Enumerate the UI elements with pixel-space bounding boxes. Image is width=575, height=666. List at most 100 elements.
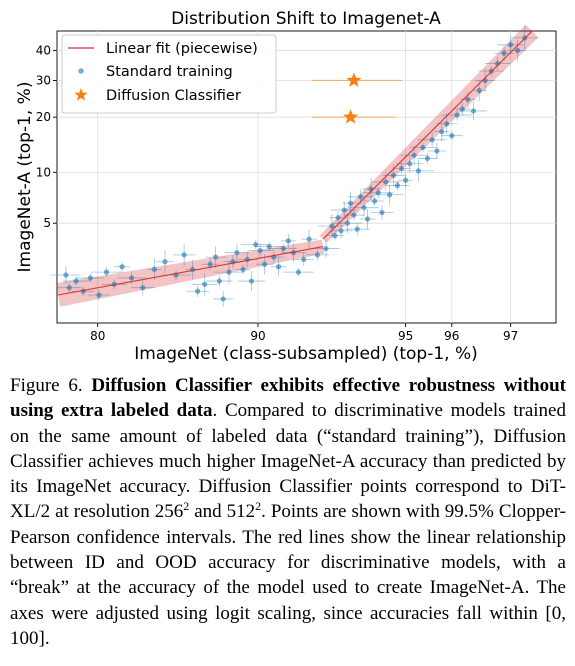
legend-standard-label: Standard training [106, 64, 233, 80]
y-tick-label: 20 [36, 110, 51, 124]
point-marker [482, 77, 488, 84]
point-marker [383, 179, 389, 185]
x-tick-label: 95 [398, 329, 413, 343]
diffusion-classifier-point [311, 72, 402, 87]
standard-training-point [365, 196, 385, 206]
point-marker [390, 172, 397, 179]
y-tick-label: 30 [36, 73, 51, 87]
caption-body-2: and 512 [189, 501, 256, 523]
point-marker [306, 236, 312, 242]
standard-training-point [417, 152, 438, 164]
point-marker [301, 256, 307, 262]
legend: Linear fit (piecewise) Standard training… [61, 34, 277, 114]
point-marker [226, 269, 232, 275]
point-marker [348, 200, 354, 206]
scatter-chart: Distribution Shift to Imagenet-A 80 90 95 9… [15, 9, 557, 364]
standard-training-point [62, 276, 90, 286]
standard-training-point [427, 142, 447, 160]
fit-line [58, 30, 533, 296]
standard-training-point [497, 35, 524, 54]
point-marker [449, 133, 455, 139]
point-marker [403, 177, 409, 183]
point-marker [63, 272, 69, 278]
x-tick-label: 97 [503, 329, 518, 343]
point-marker [96, 292, 102, 298]
x-axis-ticks: 80 90 95 96 97 [90, 323, 518, 343]
point-marker [344, 220, 351, 226]
point-marker [501, 50, 507, 56]
point-marker [103, 269, 110, 275]
caption-body-3: . Points are shown with 99.5% Clopper-Pe… [10, 501, 566, 649]
standard-training-point [440, 131, 463, 140]
x-tick-label: 96 [444, 329, 459, 343]
caption-label: Figure 6. [10, 375, 83, 396]
point-marker [354, 226, 360, 232]
standard-training-point [254, 242, 284, 252]
standard-training-point [329, 223, 353, 239]
point-marker [332, 233, 338, 239]
standard-training-point [385, 181, 410, 190]
standard-training-point [76, 273, 105, 283]
legend-diffusion-star-icon [74, 88, 88, 101]
point-marker [341, 207, 347, 213]
point-marker [119, 264, 125, 270]
standard-training-point [224, 243, 250, 262]
standard-training-point [213, 291, 234, 307]
y-axis-label: ImageNet-A (top-1, %) [15, 82, 35, 273]
point-marker [434, 148, 440, 154]
standard-training-point [441, 109, 473, 121]
point-marker [411, 152, 417, 158]
point-marker [73, 278, 79, 284]
point-marker [266, 243, 272, 250]
standard-training-point [114, 262, 130, 272]
standard-training-point [269, 244, 297, 253]
standard-training-point [88, 289, 110, 301]
fit-segment [58, 246, 324, 296]
standard-training-point [172, 243, 196, 267]
point-marker [407, 161, 413, 167]
standard-training-point [332, 213, 363, 234]
standard-training-point [247, 243, 273, 258]
point-marker [262, 261, 268, 267]
point-marker [358, 194, 364, 200]
point-marker [151, 266, 158, 273]
legend-standard-swatch [78, 68, 84, 74]
point-marker [439, 129, 445, 135]
standard-training-point [342, 191, 359, 215]
point-marker [514, 47, 521, 54]
point-marker [375, 190, 381, 196]
point-marker [128, 275, 135, 281]
point-marker [240, 266, 246, 273]
standard-training-point [485, 57, 511, 70]
standard-training-point [57, 282, 82, 293]
point-marker [248, 278, 255, 284]
x-axis-label: ImageNet (class-subsampled) (top-1, %) [134, 344, 478, 364]
standard-training-point [392, 162, 410, 175]
standard-training-point [281, 234, 296, 248]
legend-item-standard: Standard training [78, 64, 233, 80]
star-marker [346, 72, 362, 87]
star-marker [343, 109, 359, 124]
diffusion-classifier-points [311, 72, 402, 124]
point-marker [207, 261, 213, 267]
point-marker [220, 296, 226, 302]
point-marker [181, 252, 187, 258]
standard-training-point [130, 279, 155, 296]
legend-item-diffusion: Diffusion Classifier [74, 88, 241, 104]
standard-training-point [312, 239, 340, 258]
standard-training-points [51, 26, 538, 307]
standard-training-point [454, 102, 471, 116]
point-marker [394, 182, 401, 189]
point-marker [429, 137, 435, 143]
point-marker [379, 209, 385, 216]
point-marker [424, 155, 431, 162]
standard-training-point [301, 229, 318, 249]
point-marker [295, 269, 302, 275]
point-marker [66, 285, 72, 291]
standard-training-point [434, 122, 450, 142]
standard-training-point [204, 246, 227, 268]
y-tick-label: 40 [36, 43, 51, 57]
standard-training-point [270, 257, 287, 277]
standard-training-point [305, 249, 329, 261]
standard-training-point [205, 275, 233, 287]
